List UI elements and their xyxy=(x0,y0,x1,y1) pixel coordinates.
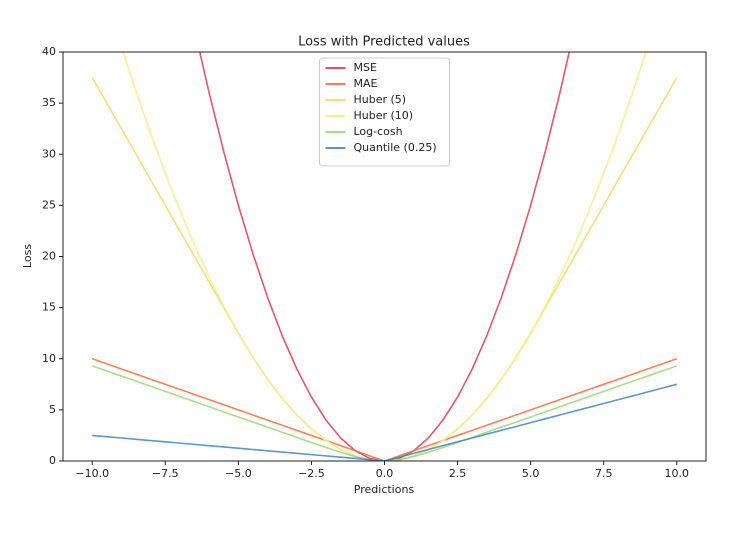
legend-label: MAE xyxy=(354,77,378,90)
y-tick-label: 0 xyxy=(49,454,56,467)
x-tick-label: −10.0 xyxy=(75,467,109,480)
x-tick-label: −5.0 xyxy=(225,467,252,480)
chart-title: Loss with Predicted values xyxy=(298,35,470,50)
series-line xyxy=(122,52,647,461)
series-line xyxy=(91,365,678,461)
series-line xyxy=(91,357,678,461)
x-tick-label: −2.5 xyxy=(298,467,325,480)
x-tick-label: 10.0 xyxy=(665,467,690,480)
legend-label: Quantile (0.25) xyxy=(354,141,437,154)
legend-label: Huber (5) xyxy=(354,93,407,106)
y-tick-label: 15 xyxy=(42,301,56,314)
x-tick-label: 0.0 xyxy=(376,467,394,480)
y-tick-label: 5 xyxy=(49,403,56,416)
y-axis-label: Loss xyxy=(21,244,34,268)
x-tick-label: 7.5 xyxy=(595,467,613,480)
plot-area xyxy=(91,52,678,461)
x-tick-label: −7.5 xyxy=(152,467,179,480)
series-line xyxy=(91,77,678,461)
y-tick-label: 25 xyxy=(42,198,56,211)
series-line xyxy=(92,383,677,461)
legend: MSE MAE Huber (5) Huber (10) Log-cosh Quantil… xyxy=(319,57,450,167)
x-axis-label: Predictions xyxy=(354,483,415,496)
legend-box xyxy=(319,57,450,167)
legend-label: Log-cosh xyxy=(354,125,403,138)
legend-label: Huber (10) xyxy=(354,109,414,122)
y-tick-label: 30 xyxy=(42,147,56,160)
y-tick-label: 20 xyxy=(42,250,56,263)
x-tick-label: 5.0 xyxy=(522,467,540,480)
legend-label: MSE xyxy=(354,61,377,74)
x-tick-label: 2.5 xyxy=(449,467,467,480)
y-tick-label: 10 xyxy=(42,352,56,365)
y-tick-label: 40 xyxy=(42,45,56,58)
y-tick-label: 35 xyxy=(42,96,56,109)
